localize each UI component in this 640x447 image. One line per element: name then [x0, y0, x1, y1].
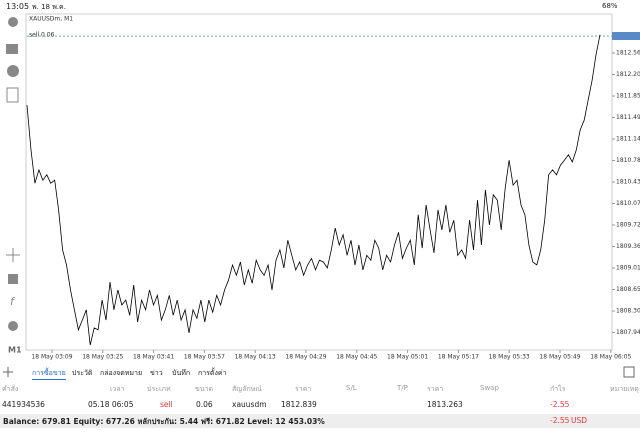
y-tick-label: 1809.010 [616, 265, 640, 272]
x-tick-label: 18 May 05:33 [489, 354, 530, 361]
battery: 68% [602, 2, 618, 10]
y-tick-label: 1811.140 [616, 136, 640, 143]
column-header: เวลา [110, 385, 125, 393]
price-line [26, 34, 601, 346]
chat-icon[interactable] [7, 65, 19, 77]
trade-icon[interactable] [6, 44, 18, 54]
tab[interactable]: ประวัติ [72, 369, 93, 377]
symbol-label: XAUUSDm, M1 [29, 16, 73, 23]
cell-profit: -2.55 [550, 400, 570, 409]
indicators-icon[interactable] [8, 274, 18, 284]
y-tick-label: 1809.720 [616, 222, 640, 229]
footer-profit: -2.55 [550, 416, 570, 425]
y-tick-label: 1810.785 [616, 157, 640, 164]
layout-button[interactable] [623, 366, 635, 378]
plot-frame [25, 13, 613, 351]
column-header: ราคา [295, 385, 312, 393]
column-header: ประเภท [147, 385, 171, 393]
x-tick-label: 18 May 03:57 [184, 354, 225, 361]
function-icon[interactable]: f [10, 295, 16, 308]
price-box [612, 32, 640, 40]
account-icon[interactable] [8, 17, 18, 27]
tab[interactable]: การตั้งค่า [198, 369, 227, 377]
y-tick-label: 1809.365 [616, 243, 640, 250]
tab-bar [3, 366, 635, 378]
y-tick-label: 1811.495 [616, 114, 640, 121]
footer-bar [0, 414, 640, 428]
column-header: S/L [346, 384, 357, 392]
y-tick-label: 1812.560 [616, 50, 640, 57]
cell-size: 0.06 [196, 400, 213, 409]
cell-time: 05.18 06:05 [88, 400, 134, 409]
x-tick-label: 18 May 03:41 [133, 354, 174, 361]
column-header: ขนาด [195, 385, 214, 393]
status-date: พ. 18 พ.ค. [32, 3, 66, 11]
column-header: สัญลักษณ์ [232, 385, 262, 393]
status-time: 13:05 [6, 2, 30, 11]
y-tick-label: 1811.850 [616, 93, 640, 100]
x-tick-label: 18 May 05:49 [539, 354, 580, 361]
new-order-icon[interactable] [6, 87, 19, 103]
y-tick-label: 1808.300 [616, 308, 640, 315]
column-header: ราคา [427, 385, 444, 393]
cell-type: sell [160, 400, 173, 409]
x-tick-label: 18 May 05:17 [438, 354, 479, 361]
objects-icon[interactable] [8, 321, 18, 331]
column-header: หมายเหตุ [610, 385, 639, 393]
toolbar-icons: f [6, 17, 20, 331]
y-tick-label: 1810.430 [616, 179, 640, 186]
x-tick-label: 18 May 06:05 [590, 354, 631, 361]
x-tick-label: 18 May 05:01 [387, 354, 428, 361]
cell-order: 441934536 [2, 400, 45, 409]
balance-summary: Balance: 679.81 Equity: 677.26 หลักประกั… [3, 417, 325, 426]
tab[interactable]: บันทึก [172, 369, 191, 377]
y-tick-label: 1812.205 [616, 71, 640, 78]
column-header: คำสั่ง [2, 385, 19, 393]
column-header: T/P [397, 384, 408, 392]
x-tick-label: 18 May 04:45 [336, 354, 377, 361]
cell-current-price: 1813.263 [427, 400, 463, 409]
x-tick-label: 18 May 04:29 [285, 354, 326, 361]
column-header: กำไร [550, 385, 566, 393]
x-tick-label: 18 May 03:09 [31, 354, 72, 361]
x-tick-label: 18 May 04:13 [235, 354, 276, 361]
add-button[interactable] [3, 367, 13, 377]
x-tick-label: 18 May 03:25 [82, 354, 123, 361]
footer-currency: USD [571, 416, 588, 425]
tab[interactable]: การซื้อขาย [32, 368, 66, 380]
y-tick-label: 1807.945 [616, 329, 640, 336]
y-tick-label: 1810.075 [616, 200, 640, 207]
cell-symbol: xauusdm [232, 400, 267, 409]
column-header: Swap [480, 384, 499, 392]
y-tick-label: 1808.655 [616, 286, 640, 293]
tab[interactable]: ข่าว [150, 369, 163, 377]
tab[interactable]: กล่องจดหมาย [100, 369, 143, 377]
chart: f M1 XAUUSDm, M1 1812.560 1812.205 1811.85… [6, 13, 640, 361]
order-label: sell 0.06 [29, 32, 55, 39]
timeframe[interactable]: M1 [8, 346, 22, 355]
crosshair-icon[interactable] [6, 248, 20, 262]
cell-open-price: 1812.839 [281, 400, 317, 409]
